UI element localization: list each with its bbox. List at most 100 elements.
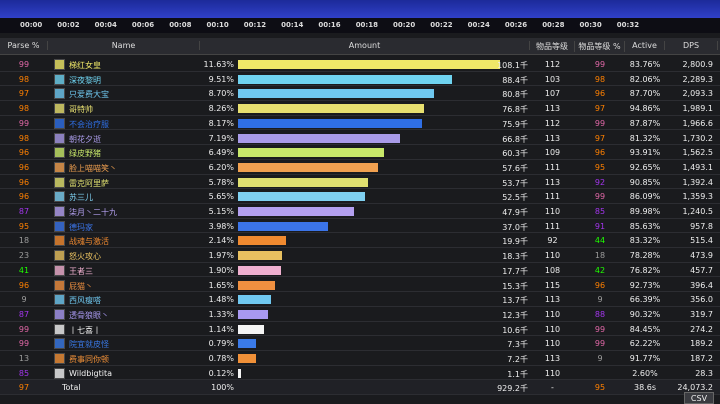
player-name: 王者三	[69, 266, 93, 276]
player-name: Wildbigtita	[69, 368, 113, 378]
parse: 98	[18, 133, 30, 143]
percent: 1.14%	[208, 324, 234, 334]
percent: 1.33%	[208, 309, 234, 319]
parse: 99	[18, 324, 30, 334]
column-header: Amount	[200, 41, 530, 50]
damage-bar	[238, 162, 378, 172]
active: 90.85%	[629, 177, 661, 187]
item-level-pct: 92	[594, 177, 606, 187]
time-tick: 00:16	[318, 21, 341, 29]
amount: 88.4千	[502, 75, 528, 85]
damage-bar	[238, 60, 500, 69]
player-name: 不会治疗服	[69, 119, 109, 129]
item-level-pct: 42	[594, 265, 606, 275]
time-tick: 00:24	[467, 21, 490, 29]
item-level: 110	[544, 309, 561, 319]
class-icon	[54, 264, 65, 276]
class-icon	[54, 353, 65, 364]
active: 81.32%	[629, 133, 661, 143]
time-tick: 00:28	[542, 21, 565, 29]
item-level: 112	[544, 118, 561, 128]
time-tick: 00:00	[20, 21, 43, 29]
time-tick: 00:22	[430, 21, 453, 29]
damage-bar	[238, 280, 276, 290]
dps: 2,289.3	[682, 74, 713, 84]
damage-bar	[238, 265, 281, 275]
row	[0, 380, 720, 396]
amount: 52.5千	[502, 193, 528, 203]
parse: 97	[18, 89, 30, 99]
amount: 53.7千	[502, 178, 528, 188]
dps: 396.4	[690, 280, 713, 290]
item-level-pct: 99	[594, 60, 606, 69]
percent: 0.79%	[208, 339, 234, 349]
percent: 7.19%	[208, 133, 234, 143]
amount: 60.3千	[502, 149, 528, 159]
class-icon	[54, 308, 65, 320]
parse: 13	[18, 354, 30, 363]
item-level: 112	[544, 60, 561, 69]
row	[0, 204, 720, 219]
parse: 96	[18, 162, 30, 172]
class-icon	[54, 279, 65, 291]
damage-bar	[238, 221, 328, 231]
row	[0, 116, 720, 131]
class-icon	[54, 117, 65, 129]
item-level-pct: 98	[594, 74, 606, 84]
amount: 80.8千	[502, 90, 528, 100]
damage-bar	[238, 295, 272, 305]
active: 92.73%	[629, 280, 661, 290]
class-icon	[54, 220, 65, 232]
timeline-graph	[0, 0, 720, 18]
percent: 2.14%	[208, 236, 234, 246]
csv-button[interactable]: CSV	[684, 392, 714, 404]
parse: 97	[18, 383, 30, 393]
class-icon	[54, 235, 65, 247]
active: 78.28%	[629, 251, 661, 261]
parse: 18	[18, 236, 30, 246]
row	[0, 57, 720, 72]
damage-bar	[238, 74, 452, 84]
active: 66.39%	[629, 295, 661, 305]
item-level: 113	[544, 295, 561, 305]
time-tick: 00:18	[355, 21, 378, 29]
row	[0, 263, 720, 278]
active: 38.6s	[634, 383, 656, 393]
active: 92.65%	[629, 162, 661, 172]
row	[0, 86, 720, 102]
item-level-pct: 88	[594, 309, 606, 319]
amount: 108.1千	[497, 61, 528, 70]
item-level: 109	[544, 148, 561, 158]
row	[0, 322, 720, 337]
class-icon	[54, 250, 65, 262]
item-level-pct: 99	[594, 192, 606, 202]
active: 76.82%	[629, 265, 661, 275]
time-tick: 00:32	[616, 21, 640, 29]
damage-bar	[238, 89, 434, 99]
dps: 1,493.1	[682, 162, 713, 172]
row	[0, 233, 720, 249]
amount: 17.7千	[502, 266, 528, 276]
damage-bar	[238, 368, 241, 378]
active: 89.98%	[629, 207, 661, 216]
dps: 2,093.3	[682, 89, 713, 99]
item-level: 110	[544, 207, 561, 216]
class-icon	[54, 323, 65, 335]
player-name: 绿皮野猪	[69, 149, 101, 159]
class-icon	[54, 59, 65, 70]
damage-bar	[238, 207, 354, 216]
dps: 515.4	[690, 236, 713, 246]
row	[0, 292, 720, 307]
percent: 0.12%	[208, 368, 234, 378]
damage-bar	[238, 104, 424, 114]
amount: 37.0千	[502, 222, 528, 232]
column-header: 物品等级 %	[575, 41, 625, 52]
class-icon	[54, 73, 65, 85]
player-name: 屁猫丶	[69, 281, 93, 291]
row	[0, 160, 720, 175]
parse: 87	[18, 309, 30, 319]
amount: 15.3千	[502, 281, 528, 291]
active: 87.70%	[629, 89, 661, 99]
player-name: 脸上喵喵笑丶	[69, 163, 117, 173]
